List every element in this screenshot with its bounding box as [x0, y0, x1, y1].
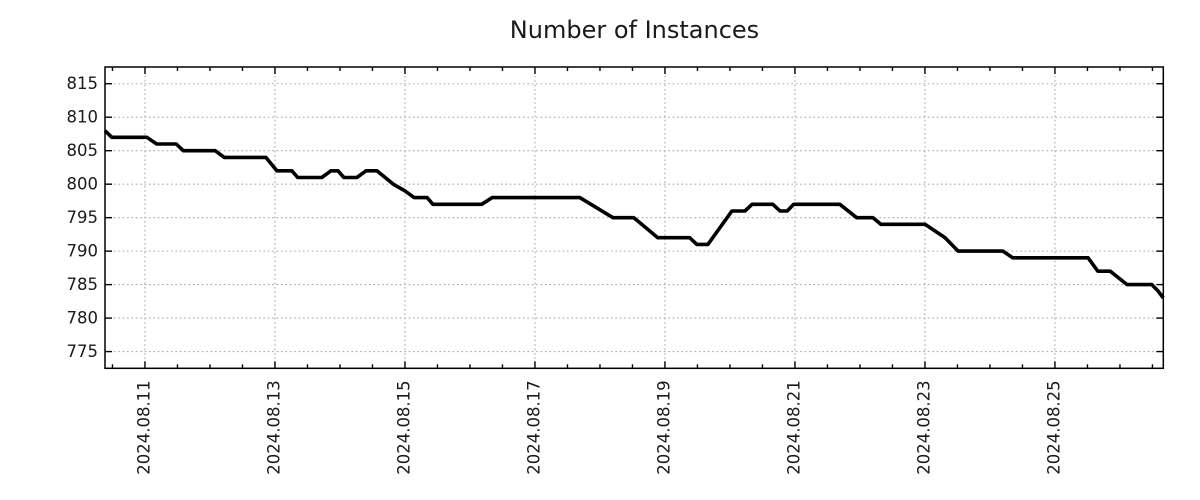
- y-tick-label: 780: [67, 309, 99, 328]
- x-tick-label: 2024.08.25: [1044, 380, 1063, 474]
- x-tick-label: 2024.08.13: [264, 380, 283, 474]
- data-line-instances: [103, 129, 1165, 300]
- x-tick-label: 2024.08.17: [524, 380, 543, 474]
- x-tick-label: 2024.08.15: [394, 380, 413, 474]
- x-tick-label: 2024.08.11: [134, 380, 153, 474]
- x-tick-label: 2024.08.23: [914, 380, 933, 474]
- y-tick-label: 805: [67, 141, 99, 160]
- chart-title: Number of Instances: [509, 16, 760, 44]
- x-tick-label: 2024.08.21: [784, 380, 803, 474]
- x-tick-label: 2024.08.19: [654, 380, 673, 474]
- y-tick-label: 785: [67, 275, 99, 294]
- y-tick-label: 775: [67, 342, 99, 361]
- y-tick-label: 790: [67, 242, 99, 261]
- y-tick-label: 800: [67, 175, 99, 194]
- y-tick-label: 795: [67, 208, 99, 227]
- y-tick-label: 810: [67, 108, 99, 127]
- y-tick-label: 815: [67, 74, 99, 93]
